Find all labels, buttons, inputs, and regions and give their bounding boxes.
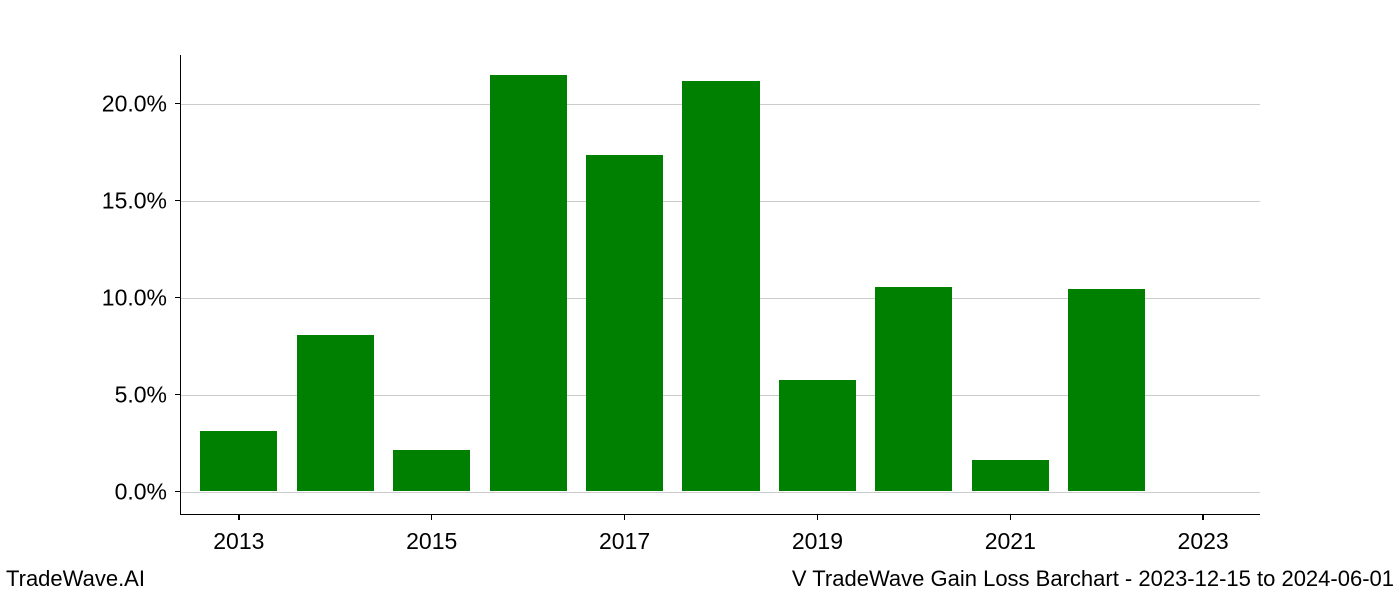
ytick-label: 15.0% <box>102 187 167 214</box>
xtick-label: 2021 <box>985 528 1036 555</box>
xtick-label: 2015 <box>406 528 457 555</box>
ytick-label: 10.0% <box>102 284 167 311</box>
ytick-mark <box>175 200 181 202</box>
xtick-label: 2019 <box>792 528 843 555</box>
ytick-label: 5.0% <box>115 381 167 408</box>
xtick-label: 2013 <box>213 528 264 555</box>
xtick-mark <box>431 514 433 520</box>
xtick-mark <box>817 514 819 520</box>
bar <box>393 450 470 491</box>
bar <box>682 81 759 491</box>
plot-area: 0.0%5.0%10.0%15.0%20.0%20132015201720192… <box>180 55 1260 515</box>
gridline <box>181 492 1260 493</box>
chart-container: 0.0%5.0%10.0%15.0%20.0%20132015201720192… <box>180 55 1260 515</box>
bar <box>200 431 277 491</box>
ytick-mark <box>175 491 181 493</box>
ytick-label: 0.0% <box>115 478 167 505</box>
bar <box>972 460 1049 491</box>
xtick-mark <box>1202 514 1204 520</box>
bar <box>875 287 952 491</box>
ytick-mark <box>175 297 181 299</box>
bar <box>1068 289 1145 491</box>
bar <box>490 75 567 490</box>
xtick-label: 2017 <box>599 528 650 555</box>
bar <box>779 380 856 491</box>
xtick-mark <box>624 514 626 520</box>
bar <box>586 155 663 491</box>
bar <box>297 335 374 490</box>
xtick-mark <box>1010 514 1012 520</box>
ytick-label: 20.0% <box>102 90 167 117</box>
xtick-mark <box>238 514 240 520</box>
footer-left-text: TradeWave.AI <box>6 566 145 592</box>
ytick-mark <box>175 103 181 105</box>
footer-right-text: V TradeWave Gain Loss Barchart - 2023-12… <box>792 566 1394 592</box>
ytick-mark <box>175 394 181 396</box>
xtick-label: 2023 <box>1178 528 1229 555</box>
